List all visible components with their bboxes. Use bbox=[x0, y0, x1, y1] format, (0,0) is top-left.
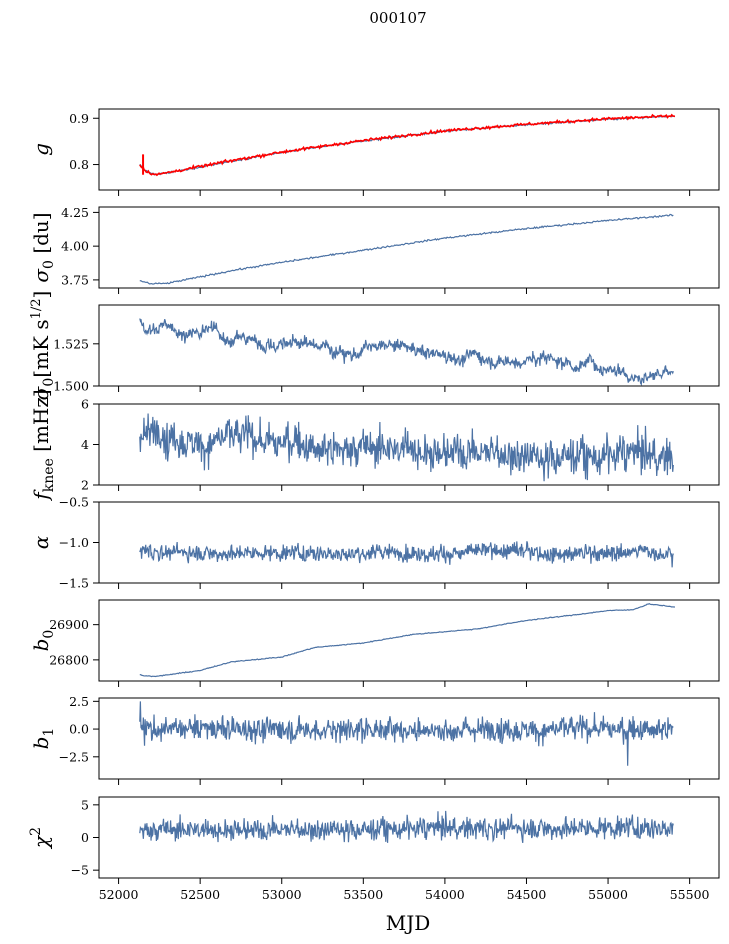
xtick-label: 53000 bbox=[262, 887, 302, 902]
fknee-series-line-0 bbox=[139, 413, 674, 482]
panel-chi2: −5 0 5 52000 52500 53000 53500 54000 54500 55000 5… bbox=[28, 796, 720, 902]
xtick-label: 53500 bbox=[343, 887, 383, 902]
b0-ytick-label: 26800 bbox=[49, 652, 89, 667]
xtick-label: 52500 bbox=[180, 887, 220, 902]
panel-frame-b1 bbox=[98, 697, 720, 780]
sigma0-du-series-line-0 bbox=[139, 213, 674, 285]
panel-g: 0.8 0.9 g bbox=[29, 108, 720, 196]
xtick-label: 54000 bbox=[425, 887, 465, 902]
b1-ytick-label: −2.5 bbox=[59, 749, 89, 764]
g-ytick-label: 0.9 bbox=[69, 111, 89, 126]
b0-series-line-0 bbox=[139, 602, 675, 678]
panel-frame-sigma0-du bbox=[98, 206, 720, 289]
b1-series-line-0 bbox=[139, 701, 674, 766]
panel-frame-alpha bbox=[98, 501, 720, 584]
sigma0-mk-ytick-label: 1.525 bbox=[53, 336, 89, 351]
sigma0-mk-series-line-0 bbox=[139, 318, 674, 386]
ylabel-b0: b0 bbox=[29, 630, 57, 652]
ylabel-g: g bbox=[29, 143, 53, 156]
alpha-ytick-label: −0.5 bbox=[59, 495, 89, 510]
g-ytick-label: 0.8 bbox=[69, 157, 89, 172]
g-series-line-1 bbox=[139, 113, 676, 177]
chart-suptitle: 000107 bbox=[369, 9, 426, 27]
chi2-series-line-0 bbox=[139, 810, 674, 843]
xtick-label: 54500 bbox=[507, 887, 547, 902]
alpha-series-line-0 bbox=[139, 541, 674, 568]
b0-ytick-label: 26900 bbox=[49, 617, 89, 632]
alpha-ytick-label: −1.0 bbox=[59, 535, 89, 550]
panel-sigma0-du: 3.75 4.00 4.25 σ0 [du] bbox=[29, 205, 720, 294]
b1-ytick-label: 0.0 bbox=[69, 722, 89, 737]
chi2-ytick-label: 5 bbox=[81, 797, 89, 812]
panel-frame-b0 bbox=[98, 599, 720, 682]
panel-frame-g bbox=[98, 108, 720, 191]
g-series-line-0 bbox=[139, 114, 676, 176]
b1-ytick-label: 2.5 bbox=[69, 694, 89, 709]
alpha-ytick-label: −1.5 bbox=[59, 576, 89, 591]
panel-fknee: 2 4 6 fknee [mHz] bbox=[29, 389, 720, 502]
xtick-label: 55000 bbox=[588, 887, 628, 902]
sigma0-mk-ytick-label: 1.500 bbox=[53, 379, 89, 394]
chi2-ytick-label: 0 bbox=[81, 830, 89, 845]
ylabel-fknee: fknee [mHz] bbox=[29, 389, 57, 501]
ylabel-sigma0-mk: σ0[mK s1/2] bbox=[29, 291, 57, 401]
fknee-ytick-label: 6 bbox=[81, 397, 89, 412]
sigma0-du-ytick-label: 4.00 bbox=[61, 239, 89, 254]
ylabel-chi2: χ2 bbox=[28, 827, 53, 850]
fknee-ytick-label: 4 bbox=[81, 437, 89, 452]
fknee-ytick-label: 2 bbox=[81, 478, 89, 493]
panel-b1: −2.5 0.0 2.5 b1 bbox=[29, 694, 720, 785]
panel-alpha: −1.5 −1.0 −0.5 α bbox=[29, 495, 720, 591]
sigma0-du-ytick-label: 4.25 bbox=[61, 205, 89, 220]
sigma0-du-ytick-label: 3.75 bbox=[61, 272, 89, 287]
ylabel-sigma0-du: σ0 [du] bbox=[29, 212, 57, 282]
xtick-label: 55500 bbox=[670, 887, 710, 902]
x-axis-label: MJD bbox=[386, 911, 431, 935]
ylabel-b1: b1 bbox=[29, 728, 57, 750]
ylabel-alpha: α bbox=[29, 535, 53, 549]
xtick-label: 52000 bbox=[99, 887, 139, 902]
chi2-ytick-label: −5 bbox=[71, 863, 89, 878]
panel-frame-sigma0-mk bbox=[98, 304, 720, 387]
